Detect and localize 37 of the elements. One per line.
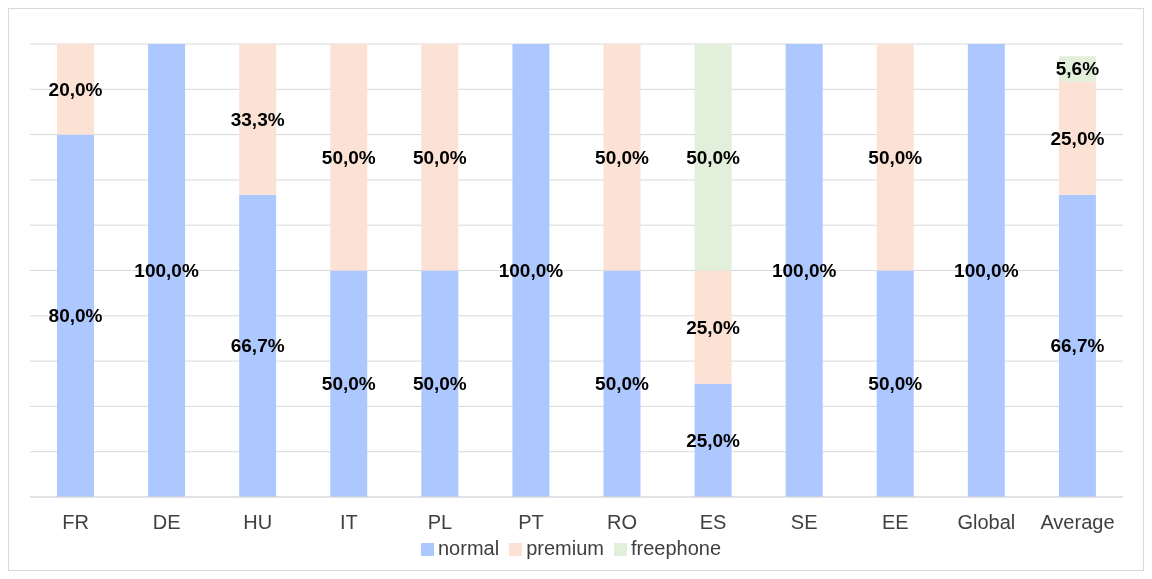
legend-label: normal	[437, 537, 500, 559]
data-label: 50,0%	[321, 373, 376, 395]
data-label: 50,0%	[321, 146, 376, 168]
data-label: 5,6%	[1055, 58, 1100, 80]
x-tick-label: DE	[152, 511, 181, 534]
data-label: 80,0%	[48, 305, 103, 327]
data-label: 50,0%	[595, 146, 650, 168]
x-tick-label: IT	[339, 511, 358, 534]
x-tick-label: ES	[699, 511, 727, 534]
data-label: 66,7%	[1050, 335, 1105, 357]
data-label: 100,0%	[134, 260, 199, 281]
x-tick-label: Average	[1040, 511, 1115, 534]
x-tick-label: RO	[607, 511, 638, 534]
data-label: 50,0%	[868, 373, 923, 395]
x-tick-label: Global	[957, 511, 1016, 534]
x-tick-label: HU	[243, 511, 273, 534]
data-label: 25,0%	[686, 429, 741, 451]
legend-label: freephone	[630, 537, 721, 559]
data-label: 20,0%	[48, 78, 103, 100]
data-label: 66,7%	[230, 335, 285, 357]
data-label: 50,0%	[412, 146, 467, 168]
x-tick-label: PT	[518, 511, 544, 534]
x-tick-label: PL	[427, 511, 453, 534]
x-tick-label: EE	[881, 511, 909, 534]
x-tick-label: SE	[790, 511, 818, 534]
data-label: 25,0%	[1050, 127, 1105, 149]
x-tick-label: FR	[62, 511, 89, 534]
legend-label: premium	[526, 537, 604, 559]
data-label: 50,0%	[595, 373, 650, 395]
data-label: 100,0%	[771, 260, 837, 281]
data-label: 33,3%	[230, 108, 285, 130]
data-label: 50,0%	[868, 146, 923, 168]
data-label: 50,0%	[412, 373, 467, 395]
data-label: 100,0%	[498, 260, 564, 281]
data-label: 50,0%	[686, 146, 741, 168]
data-label: 100,0%	[954, 260, 1019, 281]
data-label: 25,0%	[686, 316, 741, 338]
